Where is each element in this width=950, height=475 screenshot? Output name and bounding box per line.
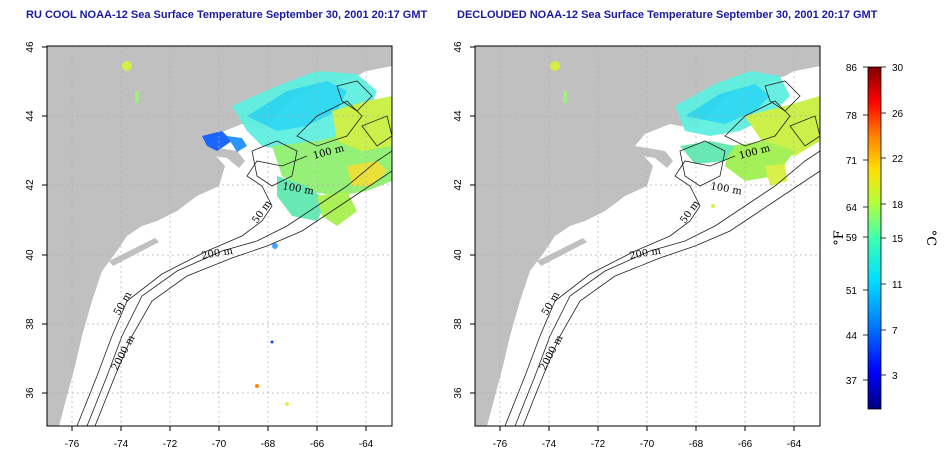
bathymetry-contours <box>76 80 392 426</box>
fahrenheit-tick: 71 <box>846 156 858 167</box>
y-tick-label: 36 <box>453 387 464 399</box>
x-tick-label: -64 <box>359 439 374 450</box>
y-tick-label: 38 <box>453 318 464 330</box>
x-tick-label: -76 <box>65 439 80 450</box>
x-tick-label: -66 <box>738 439 753 450</box>
x-tick-labels: -76 -74 -72 -70 -68 -66 -64 <box>65 439 374 450</box>
fahrenheit-tick: 37 <box>846 376 858 387</box>
y-tick-label: 42 <box>453 179 464 191</box>
fahrenheit-tick: 86 <box>846 63 858 74</box>
x-tick-label: -72 <box>591 439 606 450</box>
long-island <box>537 238 587 266</box>
celsius-tick: 15 <box>892 234 904 245</box>
right-map-panel: 100 m 100 m 50 m 200 m 50 m 2000 m -76 -… <box>453 41 821 450</box>
y-tick-label: 46 <box>25 41 36 53</box>
fahrenheit-unit-label: °F <box>832 230 847 246</box>
axis-ticks <box>42 46 367 431</box>
x-tick-label: -74 <box>114 439 129 450</box>
long-island <box>109 238 159 266</box>
y-tick-label: 44 <box>25 110 36 122</box>
y-tick-label: 38 <box>25 318 36 330</box>
celsius-tick: 26 <box>892 109 904 120</box>
celsius-tick: 3 <box>892 371 898 382</box>
fahrenheit-tick: 44 <box>846 331 858 342</box>
x-tick-label: -70 <box>640 439 655 450</box>
celsius-tick: 30 <box>892 63 904 74</box>
axis-ticks <box>470 46 795 431</box>
left-map-panel: 100 m 100 m 50 m 200 m 50 m 2000 m -76 -… <box>25 41 393 450</box>
colorbar-gradient <box>867 66 882 410</box>
sst-data <box>550 61 820 208</box>
fahrenheit-tick: 64 <box>846 203 858 214</box>
cape-cod <box>207 146 245 168</box>
x-tick-label: -68 <box>689 439 704 450</box>
x-tick-label: -74 <box>542 439 557 450</box>
celsius-unit-label: °C <box>923 230 938 247</box>
y-tick-label: 40 <box>25 249 36 261</box>
right-map-title: DECLOUDED NOAA-12 Sea Surface Temperatur… <box>457 9 878 21</box>
graticule <box>47 46 392 426</box>
x-tick-label: -68 <box>261 439 276 450</box>
fahrenheit-tick: 78 <box>846 111 858 122</box>
celsius-tick: 11 <box>892 280 903 291</box>
cape-cod <box>635 146 673 168</box>
x-tick-label: -72 <box>163 439 178 450</box>
left-map-title: RU COOL NOAA-12 Sea Surface Temperature … <box>26 9 428 21</box>
celsius-tick: 18 <box>892 200 904 211</box>
y-tick-label: 46 <box>453 41 464 53</box>
x-tick-labels: -76 -74 -72 -70 -68 -66 -64 <box>493 439 802 450</box>
y-tick-labels: 46 44 42 40 38 36 <box>453 41 464 399</box>
y-tick-label: 44 <box>453 110 464 122</box>
celsius-tick: 22 <box>892 154 904 165</box>
land-mass <box>475 46 820 426</box>
x-tick-label: -76 <box>493 439 508 450</box>
y-tick-label: 42 <box>25 179 36 191</box>
x-tick-label: -64 <box>787 439 802 450</box>
fahrenheit-tick: 59 <box>846 233 858 244</box>
colorbar: 86 78 71 64 59 51 44 37 30 26 22 18 15 1… <box>832 63 938 410</box>
y-tick-labels: 46 44 42 40 38 36 <box>25 41 36 399</box>
y-tick-label: 40 <box>453 249 464 261</box>
celsius-tick: 7 <box>892 326 898 337</box>
fahrenheit-tick: 51 <box>846 286 858 297</box>
x-tick-label: -70 <box>212 439 227 450</box>
land-mass <box>47 46 392 426</box>
y-tick-label: 36 <box>25 387 36 399</box>
x-tick-label: -66 <box>310 439 325 450</box>
bathymetry-contours <box>504 80 820 426</box>
